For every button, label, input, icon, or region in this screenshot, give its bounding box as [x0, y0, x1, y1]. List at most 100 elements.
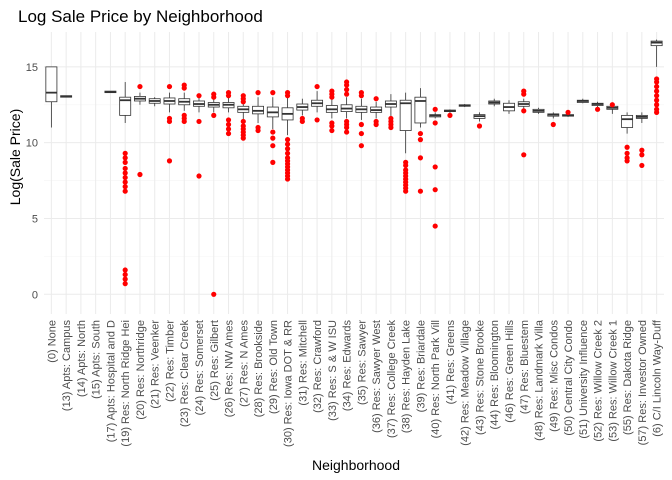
outlier-point — [211, 94, 217, 100]
outlier-point — [521, 91, 527, 97]
x-tick-label: (44) Res: Bloomington — [489, 320, 501, 429]
x-tick-label: (34) Res: Edwards — [342, 320, 354, 412]
outlier-point — [225, 130, 232, 137]
x-tick-label: (48) Res: Landmark Villa — [534, 319, 546, 441]
x-tick-label: (41) Res: Greens — [445, 320, 457, 405]
x-tick-label: (46) Res: Green Hills — [504, 320, 516, 423]
outlier-point — [270, 159, 276, 165]
outlier-point — [432, 106, 438, 112]
outlier-point — [166, 83, 173, 90]
outlier-point — [211, 291, 217, 297]
box — [621, 114, 634, 128]
outlier-point — [122, 271, 128, 278]
outlier-point — [344, 91, 350, 97]
outlier-point — [211, 112, 217, 118]
outlier-point — [654, 88, 660, 94]
x-tick-label: (36) Res: Sawyer West — [371, 320, 383, 433]
outlier-point — [654, 83, 660, 90]
outlier-point — [284, 137, 291, 143]
x-tick-label: (38) Res: Hayden Lake — [401, 320, 413, 433]
x-tick-label: (55) Res: Dakota Ridge — [622, 320, 634, 435]
x-tick-label: (51) University Influence — [578, 320, 590, 439]
outlier-point — [314, 83, 320, 90]
outlier-point — [270, 90, 276, 96]
x-tick-label: (15) Apts: South — [91, 320, 103, 399]
outlier-point — [196, 93, 202, 99]
outlier-point — [122, 184, 128, 190]
y-tick-label: 5 — [32, 213, 38, 225]
x-tick-label: (49) Res: Misc Condos — [548, 320, 560, 432]
outlier-point — [270, 135, 276, 141]
x-tick-label: (14) Apts: North — [76, 320, 88, 397]
outlier-point — [284, 176, 291, 182]
outlier-point — [255, 90, 261, 96]
x-axis-title: Neighborhood — [312, 457, 400, 473]
x-tick-label: (31) Res: Mitchell — [297, 320, 309, 406]
outlier-point — [196, 173, 202, 179]
x-tick-label: (26) Res: NW Ames — [224, 320, 236, 418]
outlier-point — [181, 85, 187, 91]
plot-area: 0 5 10 15 (0) None (13) Apts: Campus (14) Apts… — [26, 32, 664, 447]
outlier-point — [284, 141, 291, 147]
outlier-point — [654, 97, 660, 103]
x-tick-label: (33) Res: S & W ISU — [327, 320, 339, 421]
x-tick-label: (29) Res: Old Town — [268, 320, 280, 414]
outlier-point — [122, 150, 128, 156]
outlier-point — [137, 171, 143, 178]
outlier-point — [299, 118, 305, 125]
y-tick-label: 10 — [26, 138, 38, 150]
x-tick-label: (42) Res: Meadow Village — [460, 320, 472, 446]
outlier-point — [358, 143, 364, 149]
outlier-point — [122, 276, 128, 282]
outlier-point — [344, 87, 350, 93]
outlier-point — [521, 152, 527, 158]
outlier-point — [122, 159, 128, 165]
x-tick-label: (19) Res: North Ridge Hei — [120, 320, 132, 447]
x-tick-label: (30) Res: Iowa DOT & RR — [283, 320, 295, 447]
outlier-point — [639, 162, 645, 169]
x-tick-label: (37) Res: College Creek — [386, 320, 398, 438]
outlier-point — [137, 83, 143, 90]
outlier-point — [122, 179, 128, 185]
outlier-point — [639, 152, 645, 158]
outlier-point — [344, 124, 350, 131]
outlier-point — [447, 112, 453, 118]
outlier-point — [624, 144, 630, 150]
outlier-point — [284, 150, 291, 156]
box — [399, 99, 412, 131]
x-tick-label: (53) Res: Willow Creek 1 — [607, 320, 619, 442]
x-tick-label: (22) Res: Timber — [164, 320, 176, 402]
x-tick-label: (47) Res: Bluestem — [519, 320, 531, 414]
outlier-point — [225, 126, 232, 132]
x-tick-label: (52) Res: Willow Creek 2 — [593, 320, 605, 442]
outlier-point — [270, 143, 276, 149]
outlier-point — [284, 146, 291, 152]
y-axis-title: Log(Sale Price) — [7, 109, 23, 206]
outlier-point — [417, 137, 424, 143]
outlier-point — [521, 108, 527, 114]
outlier-point — [329, 123, 335, 129]
outlier-point — [344, 129, 350, 135]
x-tick-label: (25) Res: Gilbert — [209, 320, 221, 401]
outlier-point — [358, 93, 364, 99]
chart-title: Log Sale Price by Neighborhood — [18, 7, 263, 26]
x-tick-label: (57) Res: Investor Owned — [637, 320, 649, 445]
x-tick-label: (13) Apts: Campus — [61, 320, 73, 412]
outlier-point — [358, 130, 364, 137]
outlier-point — [550, 121, 556, 128]
outlier-point — [654, 109, 660, 115]
x-tick-label: (23) Res: Clear Creek — [179, 320, 191, 427]
outlier-point — [432, 187, 438, 193]
outlier-point — [432, 120, 438, 126]
outlier-point — [417, 188, 424, 194]
x-tick-label: (50) Central City Condo — [563, 320, 575, 436]
outlier-point — [654, 93, 660, 99]
outlier-point — [196, 118, 202, 125]
outlier-point — [166, 118, 173, 125]
outlier-point — [403, 162, 409, 169]
outlier-point — [565, 109, 571, 115]
outlier-point — [255, 127, 261, 134]
outlier-point — [270, 129, 276, 135]
